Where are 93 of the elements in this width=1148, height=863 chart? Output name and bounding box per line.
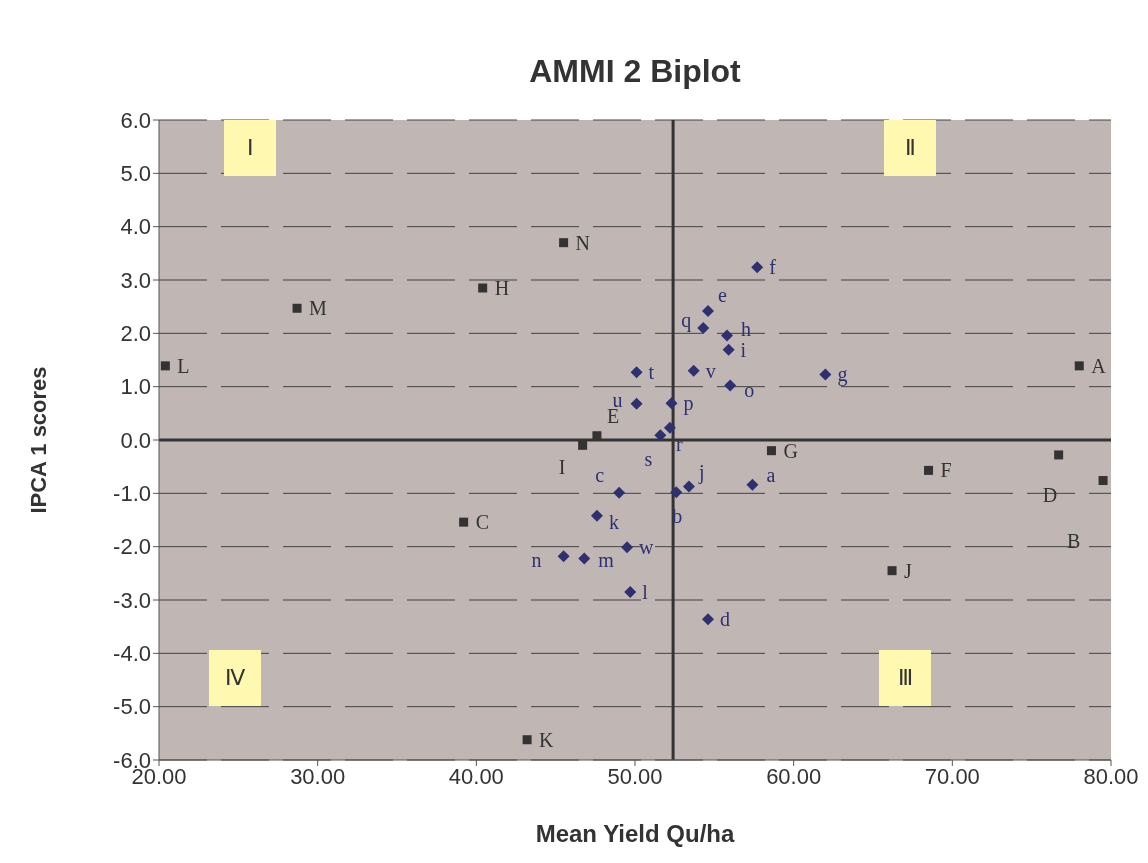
y-tick-label: 5.0 bbox=[120, 161, 151, 187]
annotation: g bbox=[837, 363, 848, 387]
annotation: L bbox=[177, 354, 190, 377]
annotation: o bbox=[744, 378, 755, 401]
y-tick-label: -4.0 bbox=[113, 641, 151, 667]
point bbox=[630, 366, 643, 379]
point bbox=[160, 361, 170, 371]
annotation: M bbox=[309, 297, 328, 320]
annotation: Ⅱ bbox=[884, 120, 936, 176]
x-tick-label: 50.00 bbox=[607, 763, 663, 789]
annotation: e bbox=[717, 283, 727, 306]
annotation: r bbox=[675, 432, 683, 455]
annotation: I bbox=[558, 456, 566, 479]
y-tick-label: 3.0 bbox=[120, 267, 151, 293]
point bbox=[724, 379, 737, 392]
chart-title: AMMI 2 Biplot bbox=[528, 53, 742, 90]
point bbox=[578, 440, 588, 450]
point bbox=[697, 322, 710, 334]
point bbox=[665, 397, 678, 410]
point bbox=[578, 552, 591, 565]
annotation: m bbox=[598, 549, 615, 572]
point bbox=[292, 303, 302, 313]
point bbox=[721, 329, 734, 342]
point bbox=[722, 343, 735, 356]
annotation: H bbox=[494, 277, 510, 299]
annotation: i bbox=[740, 338, 747, 361]
annotation: p bbox=[683, 392, 694, 416]
point bbox=[924, 465, 934, 475]
annotation: a bbox=[766, 463, 776, 486]
annotation: k bbox=[608, 510, 619, 533]
annotation: c bbox=[595, 463, 605, 486]
annotation: Ⅰ bbox=[224, 120, 276, 176]
point bbox=[1098, 476, 1108, 486]
x-tick-label: 80.00 bbox=[1083, 763, 1139, 789]
annotation: J bbox=[904, 559, 913, 582]
y-tick-label: 1.0 bbox=[120, 374, 151, 400]
point bbox=[670, 486, 683, 499]
point bbox=[654, 429, 667, 442]
annotation: Ⅳ bbox=[209, 650, 261, 706]
annotation: v bbox=[705, 359, 716, 382]
point bbox=[687, 364, 700, 377]
point bbox=[559, 238, 569, 248]
point bbox=[1074, 361, 1084, 371]
point bbox=[557, 550, 570, 563]
point bbox=[590, 509, 603, 522]
annotation: F bbox=[940, 459, 952, 482]
annotation: B bbox=[1067, 529, 1081, 552]
x-tick-label: 30.00 bbox=[290, 763, 346, 789]
point bbox=[613, 486, 626, 499]
point bbox=[746, 478, 759, 491]
annotation: t bbox=[648, 361, 655, 384]
annotation: K bbox=[539, 728, 555, 751]
point bbox=[701, 613, 714, 626]
annotation: d bbox=[719, 608, 730, 631]
point bbox=[630, 397, 643, 410]
point bbox=[766, 446, 776, 456]
x-tick-label: 60.00 bbox=[766, 763, 822, 789]
y-tick-label: -1.0 bbox=[113, 481, 151, 507]
y-tick-label: 0.0 bbox=[120, 427, 151, 453]
annotation: j bbox=[697, 461, 705, 485]
point bbox=[624, 586, 637, 598]
point bbox=[1054, 450, 1064, 460]
annotation: n bbox=[531, 549, 542, 572]
y-tick-label: -2.0 bbox=[113, 534, 151, 560]
x-axis-title: Mean Yield Qu/ha bbox=[535, 820, 736, 847]
annotation: s bbox=[644, 448, 653, 471]
annotation: l bbox=[642, 581, 649, 603]
point bbox=[751, 261, 764, 274]
x-tick-label: 40.00 bbox=[448, 763, 504, 789]
point bbox=[819, 368, 832, 381]
point bbox=[701, 304, 714, 317]
y-tick-label: 4.0 bbox=[120, 214, 151, 240]
annotation: f bbox=[769, 256, 777, 279]
point bbox=[663, 421, 676, 434]
point bbox=[887, 566, 897, 576]
y-tick-label: -3.0 bbox=[113, 587, 151, 613]
point bbox=[459, 517, 469, 527]
annotation: w bbox=[639, 536, 655, 559]
x-tick-label: 70.00 bbox=[924, 763, 980, 789]
annotation: Ⅲ bbox=[879, 650, 931, 706]
annotation: G bbox=[783, 439, 798, 462]
y-tick-label: -5.0 bbox=[113, 694, 151, 720]
point bbox=[522, 735, 532, 745]
point bbox=[621, 541, 634, 554]
y-tick-label: 6.0 bbox=[120, 107, 151, 133]
point bbox=[682, 480, 695, 493]
annotation: N bbox=[575, 231, 591, 254]
y-axis-title: IPCA 1 scores bbox=[25, 366, 51, 514]
point bbox=[478, 283, 488, 293]
y-tick-label: 2.0 bbox=[120, 321, 151, 347]
annotation: A bbox=[1091, 354, 1107, 377]
annotation: q bbox=[681, 309, 692, 332]
annotation: C bbox=[475, 511, 489, 534]
